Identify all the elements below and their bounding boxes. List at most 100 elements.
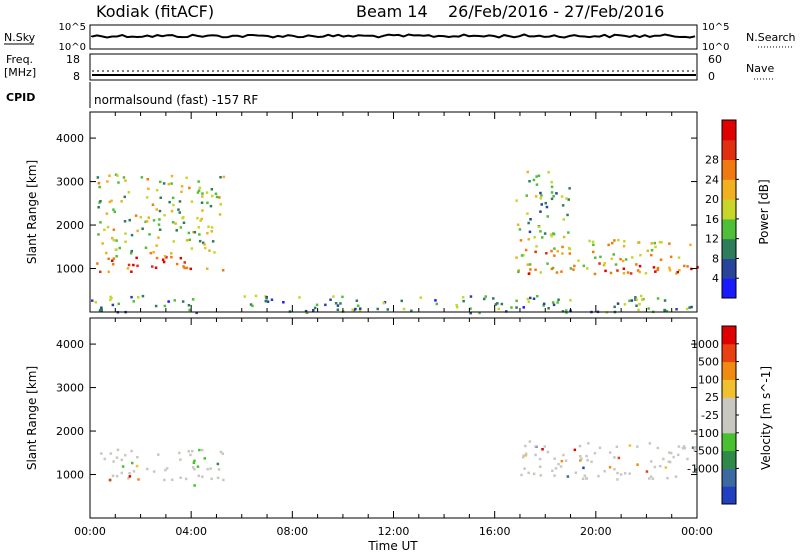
- heatmap-cell: [523, 467, 526, 470]
- heatmap-cell: [517, 269, 520, 272]
- colorbar-segment: [722, 343, 736, 363]
- heatmap-cell: [616, 478, 619, 481]
- heatmap-cell: [551, 469, 554, 473]
- heatmap-cell: [594, 256, 597, 259]
- heatmap-cell: [539, 474, 542, 477]
- heatmap-cell: [171, 478, 174, 481]
- heatmap-cell: [553, 474, 556, 477]
- heatmap-cell: [638, 264, 642, 268]
- heatmap-cell: [538, 225, 541, 229]
- heatmap-cell: [574, 471, 578, 474]
- heatmap-cell: [469, 307, 472, 310]
- x-tick-label: 04:00: [175, 525, 207, 538]
- heatmap-cell: [336, 304, 340, 307]
- heatmap-cell: [455, 304, 458, 307]
- heatmap-cell: [207, 225, 210, 228]
- heatmap-cell: [609, 271, 613, 275]
- heatmap-cell: [135, 256, 138, 260]
- freq-tick-bottom: 8: [73, 70, 80, 83]
- heatmap-cell: [100, 452, 103, 455]
- heatmap-cell: [105, 251, 108, 255]
- heatmap-cell: [542, 302, 546, 306]
- heatmap-cell: [583, 474, 587, 477]
- power-panel: 1000 2000 3000 4000 Slant Range [km] 4 8 12 16…: [25, 111, 771, 315]
- heatmap-cell: [183, 261, 186, 264]
- heatmap-cell: [163, 213, 166, 217]
- heatmap-cell: [221, 269, 225, 272]
- heatmap-cell: [127, 191, 131, 194]
- freq-label-2: [MHz]: [4, 66, 36, 79]
- power-x-ticks: [89, 112, 698, 312]
- velocity-heatmap-cells: [100, 440, 698, 487]
- heatmap-cell: [249, 303, 253, 306]
- heatmap-cell: [527, 238, 530, 241]
- heatmap-cell: [510, 306, 513, 309]
- heatmap-cell: [162, 182, 166, 185]
- heatmap-cell: [181, 300, 185, 303]
- heatmap-cell: [645, 470, 649, 473]
- heatmap-cell: [163, 304, 167, 308]
- heatmap-cell: [653, 465, 657, 469]
- heatmap-cell: [561, 204, 565, 207]
- power-ylabel: Slant Range [km]: [25, 160, 39, 264]
- heatmap-cell: [528, 440, 532, 443]
- cpid-panel: CPID normalsound (fast) -157 RF: [6, 82, 258, 108]
- colorbar-segment: [722, 379, 736, 398]
- freq-label-1: Freq.: [6, 53, 33, 66]
- heatmap-cell: [170, 174, 174, 178]
- heatmap-cell: [208, 249, 211, 252]
- heatmap-cell: [598, 446, 602, 450]
- heatmap-cell: [613, 239, 616, 242]
- colorbar-segment: [722, 238, 736, 259]
- velocity-ylabel: Slant Range [km]: [25, 366, 39, 470]
- heatmap-cell: [549, 233, 553, 236]
- heatmap-cell: [175, 262, 179, 266]
- heatmap-cell: [520, 473, 523, 477]
- heatmap-cell: [534, 268, 537, 271]
- heatmap-cell: [626, 271, 630, 274]
- heatmap-cell: [179, 226, 183, 229]
- heatmap-cell: [111, 263, 115, 266]
- heatmap-cell: [551, 301, 555, 304]
- heatmap-cell: [577, 259, 580, 262]
- heatmap-cell: [517, 270, 520, 274]
- y-tick-label: 1000: [56, 263, 84, 276]
- heatmap-cell: [164, 468, 167, 472]
- heatmap-cell: [96, 176, 100, 179]
- heatmap-cell: [461, 296, 465, 299]
- heatmap-cell: [623, 303, 627, 306]
- heatmap-cell: [376, 307, 379, 311]
- heatmap-cell: [188, 186, 191, 190]
- heatmap-cell: [494, 303, 498, 306]
- heatmap-cell: [619, 257, 622, 261]
- heatmap-cell: [573, 264, 576, 268]
- heatmap-cell: [567, 198, 570, 201]
- heatmap-cell: [172, 240, 175, 243]
- nsky-tick-top: 10^5: [59, 22, 86, 33]
- heatmap-cell: [527, 471, 530, 475]
- heatmap-cell: [116, 448, 120, 452]
- heatmap-cell: [200, 201, 204, 204]
- heatmap-cell: [588, 239, 591, 243]
- heatmap-cell: [534, 250, 537, 254]
- colorbar-segment: [722, 486, 736, 505]
- colorbar-segment: [722, 468, 736, 487]
- heatmap-cell: [462, 299, 465, 303]
- heatmap-cell: [141, 227, 144, 230]
- heatmap-cell: [535, 245, 538, 248]
- colorbar-segment: [722, 361, 736, 380]
- colorbar-tick-label: -100: [694, 427, 719, 440]
- heatmap-cell: [210, 477, 213, 481]
- heatmap-cell: [99, 200, 102, 203]
- heatmap-cell: [106, 180, 109, 183]
- heatmap-cell: [636, 269, 640, 272]
- y-tick-label: 2000: [56, 219, 84, 232]
- colorbar-tick-label: 4: [712, 272, 719, 285]
- heatmap-cell: [543, 232, 547, 235]
- heatmap-cell: [668, 460, 672, 464]
- heatmap-cell: [552, 303, 556, 307]
- heatmap-cell: [152, 219, 156, 222]
- heatmap-cell: [582, 466, 585, 470]
- heatmap-cell: [681, 446, 685, 450]
- heatmap-cell: [197, 474, 200, 478]
